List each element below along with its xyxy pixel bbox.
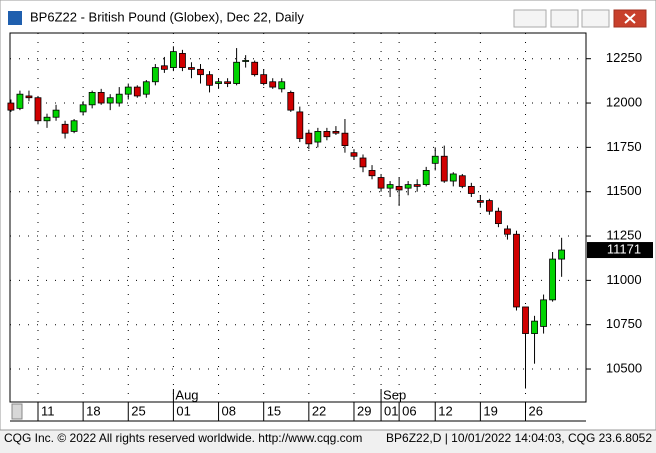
x-tick-label: 26 [529, 403, 543, 418]
y-tick-label: 12250 [606, 50, 642, 65]
candle-body [242, 60, 250, 62]
candle-body [558, 249, 566, 260]
candle-body [215, 81, 222, 84]
candle-body [368, 170, 376, 177]
x-tick-label: 22 [312, 403, 326, 418]
candle-body [233, 61, 241, 84]
candle-body [540, 299, 547, 327]
restore-button[interactable] [581, 9, 610, 28]
candle-body [449, 173, 457, 182]
candle-body [34, 97, 42, 122]
x-tick-label: 08 [222, 403, 236, 418]
x-tick-label: 01 [384, 403, 398, 418]
candle-body [179, 52, 186, 68]
candle-body [458, 175, 466, 187]
candle-body [513, 233, 520, 308]
candle-body [260, 74, 268, 84]
candle-body [332, 131, 340, 134]
candle-body [350, 152, 358, 157]
candle-body [359, 157, 367, 168]
candle-body [206, 74, 213, 86]
candle-body [224, 81, 231, 84]
y-tick-label: 10500 [606, 360, 642, 375]
candle-body [377, 177, 385, 189]
candle-body [485, 200, 493, 212]
month-label: Sep [383, 387, 406, 402]
x-tick-label: 25 [131, 403, 145, 418]
y-tick-label: 11000 [606, 272, 641, 287]
footer-right: BP6Z22,D | 10/01/2022 14:04:03, CQG 23.6… [386, 431, 652, 445]
minimize-button[interactable] [550, 9, 579, 28]
candle-body [341, 132, 349, 146]
last-price-label: 11171 [607, 241, 641, 256]
candle-body [170, 51, 177, 68]
candle-body [106, 97, 114, 104]
x-tick-label: 11 [41, 403, 55, 418]
candle-body [296, 111, 304, 139]
candle-body [133, 86, 141, 97]
y-tick-label: 11250 [606, 227, 641, 242]
candle-body [522, 306, 529, 334]
x-tick-label: 06 [402, 403, 416, 418]
scroll-box[interactable] [11, 403, 23, 420]
candle-body [476, 200, 484, 203]
candle-body [404, 184, 412, 189]
candle-body [160, 65, 168, 70]
candle-body [323, 131, 331, 138]
candle-body [305, 132, 313, 145]
candle-body [115, 93, 123, 104]
candle-body [504, 228, 511, 235]
y-tick-label: 11750 [606, 139, 641, 154]
last-price-box [587, 242, 653, 259]
candle-body [25, 95, 33, 99]
candle-body [7, 102, 15, 111]
x-tick-label: 01 [176, 403, 190, 418]
y-tick-label: 11500 [606, 183, 641, 198]
app-icon [8, 11, 22, 25]
candle-body [151, 67, 159, 83]
candle-body [440, 155, 448, 182]
candle-body [287, 92, 295, 111]
plot-area [9, 32, 587, 403]
candle-body [142, 81, 150, 95]
candle-body [52, 109, 60, 118]
candle-body [197, 68, 204, 76]
candle-body [386, 184, 394, 189]
candle-body [61, 123, 69, 134]
candle-body [97, 92, 105, 104]
y-tick-label: 12000 [606, 94, 642, 109]
x-tick-label: 19 [483, 403, 497, 418]
window-title: BP6Z22 - British Pound (Globex), Dec 22,… [30, 9, 304, 24]
footer-left: CQG Inc. © 2022 All rights reserved worl… [4, 431, 362, 445]
candle-body [188, 67, 195, 70]
candle-body [269, 81, 277, 88]
candle-body [43, 116, 51, 122]
candle-body [549, 258, 556, 301]
x-tick-label: 29 [357, 403, 371, 418]
candle-body [314, 131, 322, 143]
x-tick-label: 12 [438, 403, 452, 418]
candle-body [79, 104, 87, 113]
candle-body [467, 185, 475, 194]
candle-body [531, 320, 538, 334]
candle-body [395, 185, 403, 191]
x-tick-label: 18 [86, 403, 100, 418]
link-button[interactable] [513, 9, 547, 28]
close-icon [624, 13, 636, 24]
candle-body [422, 170, 430, 186]
candle-body [16, 93, 24, 109]
candle-body [413, 184, 421, 187]
candle-body [495, 210, 502, 225]
x-tick-label: 15 [267, 403, 281, 418]
candle-body [70, 120, 78, 132]
month-label: Aug [175, 387, 198, 402]
candle-body [278, 81, 286, 90]
candle-body [88, 92, 96, 106]
y-tick-label: 10750 [606, 316, 642, 331]
candle-body [251, 61, 259, 76]
candle-body [124, 86, 132, 95]
candle-body [431, 155, 439, 164]
